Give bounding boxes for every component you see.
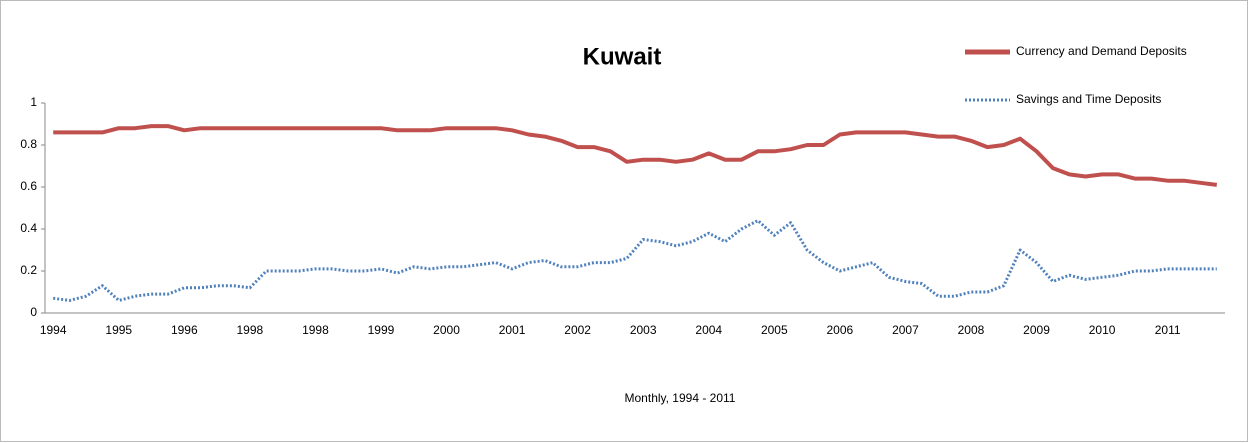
x-tick-label: 2000: [433, 323, 460, 337]
legend-label: Currency and Demand Deposits: [1016, 44, 1187, 58]
x-tick-label: 2004: [695, 323, 722, 337]
chart-title: Kuwait: [583, 43, 662, 70]
x-tick-label: 2010: [1089, 323, 1116, 337]
x-tick-label: 1996: [171, 323, 198, 337]
y-tick-label: 0: [30, 305, 37, 319]
x-tick-label: 1999: [368, 323, 395, 337]
x-tick-label: 2006: [827, 323, 854, 337]
series-line: [53, 124, 1218, 187]
x-tick-label: 2003: [630, 323, 657, 337]
x-tick-label: 2009: [1023, 323, 1050, 337]
x-tick-label: 1994: [40, 323, 67, 337]
x-axis-label: Monthly, 1994 - 2011: [625, 391, 736, 405]
series-line: [53, 219, 1217, 302]
x-tick-label: 2011: [1155, 323, 1181, 337]
x-tick-label: 1998: [302, 323, 329, 337]
x-tick-label: 1995: [105, 323, 132, 337]
y-tick-label: 1: [30, 95, 37, 109]
x-tick-label: 2007: [892, 323, 919, 337]
x-tick-label: 1998: [237, 323, 264, 337]
legend-label: Savings and Time Deposits: [1016, 92, 1161, 106]
y-tick-label: 0.4: [20, 221, 37, 235]
x-tick-label: 2008: [958, 323, 985, 337]
x-tick-label: 2002: [564, 323, 591, 337]
x-tick-label: 2001: [499, 323, 526, 337]
y-tick-label: 0.8: [20, 137, 37, 151]
y-tick-label: 0.2: [20, 263, 37, 277]
y-tick-label: 0.6: [20, 179, 37, 193]
x-tick-label: 2005: [761, 323, 788, 337]
